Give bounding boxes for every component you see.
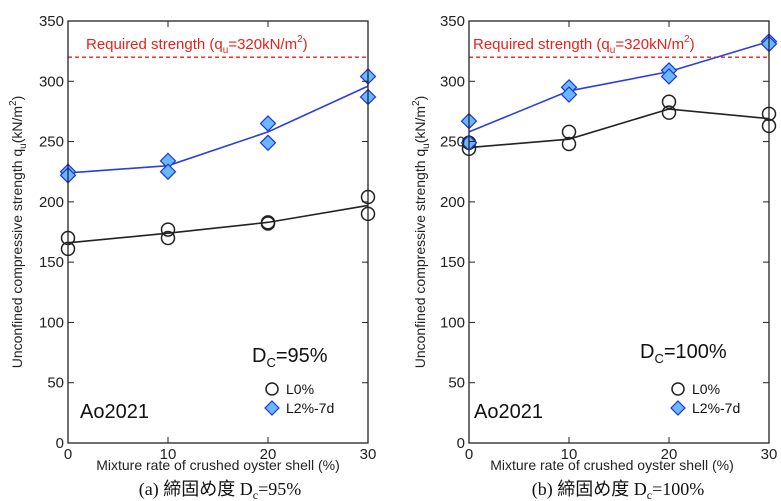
legend-marker-l2 (264, 400, 280, 416)
data-point-l0 (160, 230, 176, 246)
panel-b: Required strength (qu=320kN/m2) 05010015… (411, 13, 778, 501)
legend: L0% L2%-7d (264, 381, 334, 416)
y-tick-label: 150 (39, 254, 64, 271)
legend-label-l0: L0% (286, 381, 314, 397)
y-tick-label: 150 (440, 254, 465, 271)
data-point-l0 (160, 222, 176, 237)
y-tick-label: 100 (440, 314, 465, 331)
x-axis-label: Mixture rate of crushed oyster shell (%) (490, 457, 734, 473)
x-tick-label: 10 (160, 446, 177, 463)
legend-label-l2: L2%-7d (286, 400, 334, 416)
legend-label-l2: L2%-7d (692, 400, 740, 416)
x-tick-label: 20 (260, 446, 277, 463)
data-point-l0 (260, 216, 276, 231)
y-tick-label: 0 (56, 435, 64, 452)
series-lines (67, 85, 369, 244)
series-lines (468, 40, 770, 149)
legend-marker-l0 (265, 382, 279, 396)
plot-frame (67, 20, 369, 444)
x-axis-label: Mixture rate of crushed oyster shell (%) (96, 457, 340, 473)
y-tick-label: 250 (440, 134, 465, 151)
dc-label: DC=95% (252, 345, 328, 370)
y-tick-label: 300 (39, 73, 64, 90)
x-tick-label: 30 (761, 446, 778, 463)
series-line-l0 (468, 108, 770, 149)
legend: L0% L2%-7d (670, 381, 740, 416)
panel-caption: (b) 締固め度 Dc=100% (532, 479, 704, 501)
legend-marker-l0 (671, 382, 685, 396)
data-point-l2-7d (259, 115, 277, 132)
y-axis-label: Unconfined compressive strength qu(kN/m2… (8, 96, 29, 369)
axis-ticks: 0 50 100 150 200 250 300 350 0 10 20 30 (39, 13, 376, 463)
required-strength-label: Required strength (qu=320kN/m2) (86, 34, 308, 56)
data-point-l2-7d (159, 163, 177, 181)
y-tick-label: 350 (440, 13, 465, 30)
y-tick-label: 200 (440, 194, 465, 211)
x-tick-label: 30 (360, 446, 377, 463)
panel-caption: (a) 締固め度 Dc=95% (139, 479, 301, 501)
y-tick-label: 0 (457, 435, 465, 452)
data-point-l2-7d (560, 86, 578, 103)
series-line-l0 (67, 204, 369, 244)
required-strength-label: Required strength (qu=320kN/m2) (473, 34, 695, 56)
data-point-l0 (561, 136, 577, 152)
dataset-tag: Ao2021 (80, 401, 149, 423)
y-tick-label: 350 (39, 13, 64, 30)
data-point-l0 (661, 94, 677, 110)
y-tick-label: 50 (448, 375, 465, 392)
data-point-l0 (661, 105, 677, 120)
y-tick-label: 200 (39, 194, 64, 211)
data-point-l2-7d (259, 134, 277, 152)
axis-ticks: 0 50 100 150 200 250 300 350 0 10 20 30 (440, 13, 777, 463)
data-point-l2-7d (660, 68, 678, 85)
x-tick-label: 0 (465, 446, 473, 463)
dc-label: DC=100% (640, 341, 727, 366)
data-point-l0 (561, 124, 577, 140)
y-tick-label: 300 (440, 73, 465, 90)
y-tick-label: 100 (39, 314, 64, 331)
x-tick-label: 20 (661, 446, 678, 463)
legend-marker-l2 (670, 400, 686, 416)
y-tick-label: 50 (47, 375, 64, 392)
series-line-l2-7d (468, 40, 770, 133)
series-line-l2-7d (67, 85, 369, 174)
legend-label-l0: L0% (692, 381, 720, 397)
panel-a: Required strength (qu=320kN/m2) 05010015… (8, 13, 377, 501)
plot-frame (468, 20, 770, 444)
y-axis-label: Unconfined compressive strength qu(kN/m2… (411, 96, 432, 369)
x-tick-label: 0 (64, 446, 72, 463)
y-tick-label: 250 (39, 134, 64, 151)
x-tick-label: 10 (561, 446, 578, 463)
dataset-tag: Ao2021 (474, 401, 543, 423)
